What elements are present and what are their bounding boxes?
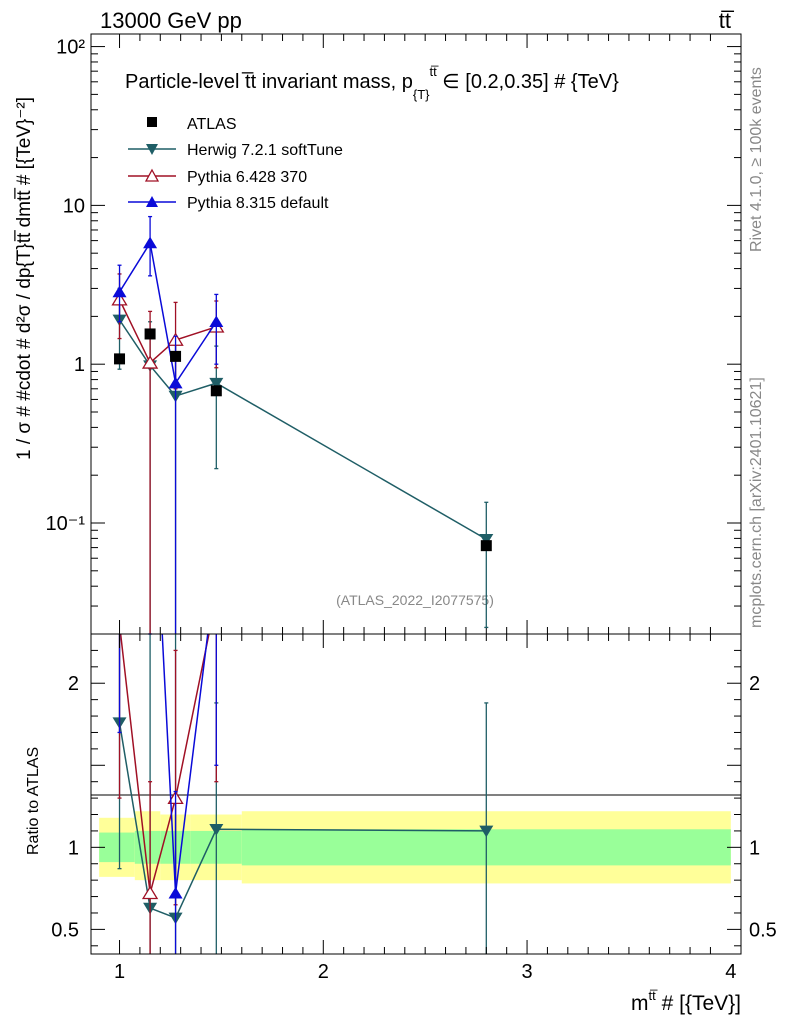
legend-label-herwig: Herwig 7.2.1 softTune bbox=[187, 142, 343, 159]
main-point-pythia8 bbox=[143, 236, 158, 249]
ratio-y-tick-labels: 2 2 1 1 0.5 0.5 bbox=[51, 673, 777, 941]
main-line-pythia6 bbox=[118, 299, 217, 365]
main-title-sub: {T} bbox=[413, 87, 430, 102]
main-point-atlas bbox=[114, 353, 126, 365]
x-tick-labels: 1 2 3 4 bbox=[114, 961, 736, 983]
main-point-pythia8 bbox=[209, 315, 224, 328]
ratio-point-pythia8 bbox=[168, 886, 183, 899]
ratio-y-tick-label-right: 1 bbox=[749, 837, 760, 859]
mcplots-label: mcplots.cern.ch [arXiv:2401.10621] bbox=[748, 377, 765, 628]
main-y-tick-label: 10⁻¹ bbox=[46, 513, 86, 535]
main-point-pythia8 bbox=[112, 285, 127, 298]
main-title: Particle-level t̅t invariant mass, p{T}t… bbox=[125, 64, 619, 102]
main-point-atlas bbox=[480, 540, 492, 552]
legend-item-atlas: ATLAS bbox=[147, 116, 237, 133]
main-point-atlas bbox=[144, 328, 156, 340]
main-title-main: Particle-level t̅t invariant mass, p bbox=[125, 71, 413, 93]
main-y-tick-label: 10 bbox=[63, 195, 85, 217]
legend-label-pythia8: Pythia 8.315 default bbox=[187, 195, 329, 212]
legend-marker-pythia6 bbox=[144, 168, 160, 182]
main-watermark: (ATLAS_2022_I2077575) bbox=[336, 592, 494, 608]
main-point-atlas bbox=[170, 350, 182, 362]
x-axis-label-main: m bbox=[631, 992, 649, 1015]
ratio-band-inner bbox=[134, 830, 161, 864]
legend-label-atlas: ATLAS bbox=[187, 116, 237, 133]
x-axis-label: mtt̅ # [{TeV}] bbox=[631, 988, 741, 1015]
process-label: tt̅ bbox=[719, 8, 735, 33]
x-tick-label: 3 bbox=[521, 961, 532, 983]
ratio-line-pythia6 bbox=[119, 634, 210, 894]
energy-label: 13000 GeV pp bbox=[100, 8, 242, 33]
ratio-series-group bbox=[112, 633, 494, 954]
ratio-y-axis-label: Ratio to ATLAS bbox=[25, 747, 42, 855]
main-point-pythia6 bbox=[141, 355, 159, 369]
ratio-y-tick-label: 2 bbox=[68, 673, 79, 695]
ratio-ticks bbox=[91, 634, 741, 954]
x-axis-label-sup: tt̅ bbox=[649, 988, 658, 1003]
main-y-tick-label: 1 bbox=[74, 354, 85, 376]
ratio-frame bbox=[90, 633, 742, 955]
x-axis-label-tail: # [{TeV}] bbox=[656, 992, 741, 1015]
rivet-label: Rivet 4.1.0, ≥ 100k events bbox=[748, 67, 765, 252]
legend-item-pythia6: Pythia 6.428 370 bbox=[128, 168, 307, 186]
legend-item-herwig: Herwig 7.2.1 softTune bbox=[128, 142, 343, 159]
main-y-tick-labels: 10² 10 1 10⁻¹ bbox=[46, 37, 86, 535]
main-title-tail: ∈ [0.2,0.35] # {TeV} bbox=[437, 71, 619, 93]
ratio-y-tick-label-right: 0.5 bbox=[749, 919, 777, 941]
ratio-point-herwig bbox=[479, 825, 494, 838]
main-data-group bbox=[114, 328, 492, 552]
main-point-pythia8 bbox=[168, 376, 183, 389]
ratio-line-pythia8 bbox=[161, 634, 209, 894]
main-y-tick-label: 10² bbox=[56, 37, 85, 59]
main-panel: 10² 10 1 10⁻¹ (ATLAS_2022_I2077575) Particl… bbox=[14, 33, 742, 635]
legend: ATLAS Herwig 7.2.1 softTune Pythia 6.428… bbox=[128, 116, 343, 212]
x-tick-label: 1 bbox=[114, 961, 125, 983]
legend-marker-herwig bbox=[146, 144, 158, 155]
main-line-pythia8 bbox=[118, 240, 217, 386]
main-y-ticks bbox=[91, 34, 741, 635]
legend-marker-atlas bbox=[147, 117, 157, 127]
ratio-y-tick-label: 0.5 bbox=[51, 919, 79, 941]
main-y-axis-label: 1 / σ # #cdot # d²σ / dp{T}tt̅ dmtt̅ # [… bbox=[14, 97, 35, 460]
x-tick-label: 2 bbox=[318, 961, 329, 983]
legend-item-pythia8: Pythia 8.315 default bbox=[128, 195, 329, 212]
ratio-point-pythia6 bbox=[141, 885, 159, 900]
ratio-panel: 2 2 1 1 0.5 0.5 1 2 3 4 Ratio to ATLAS mtt̅ # [{… bbox=[25, 633, 777, 1015]
ratio-y-tick-label-right: 2 bbox=[749, 673, 760, 695]
ratio-point-herwig bbox=[209, 824, 224, 836]
ratio-y-tick-label: 1 bbox=[68, 837, 79, 859]
main-title-sup: tt̅ bbox=[430, 64, 439, 79]
main-point-atlas bbox=[210, 385, 222, 397]
legend-label-pythia6: Pythia 6.428 370 bbox=[187, 169, 307, 186]
x-tick-label: 4 bbox=[725, 961, 736, 983]
main-series-group bbox=[111, 215, 494, 634]
legend-marker-pythia8 bbox=[146, 196, 158, 207]
ratio-bands bbox=[99, 811, 731, 884]
main-point-herwig bbox=[209, 377, 224, 390]
main-point-herwig bbox=[479, 534, 494, 546]
ratio-band-inner bbox=[99, 832, 135, 863]
